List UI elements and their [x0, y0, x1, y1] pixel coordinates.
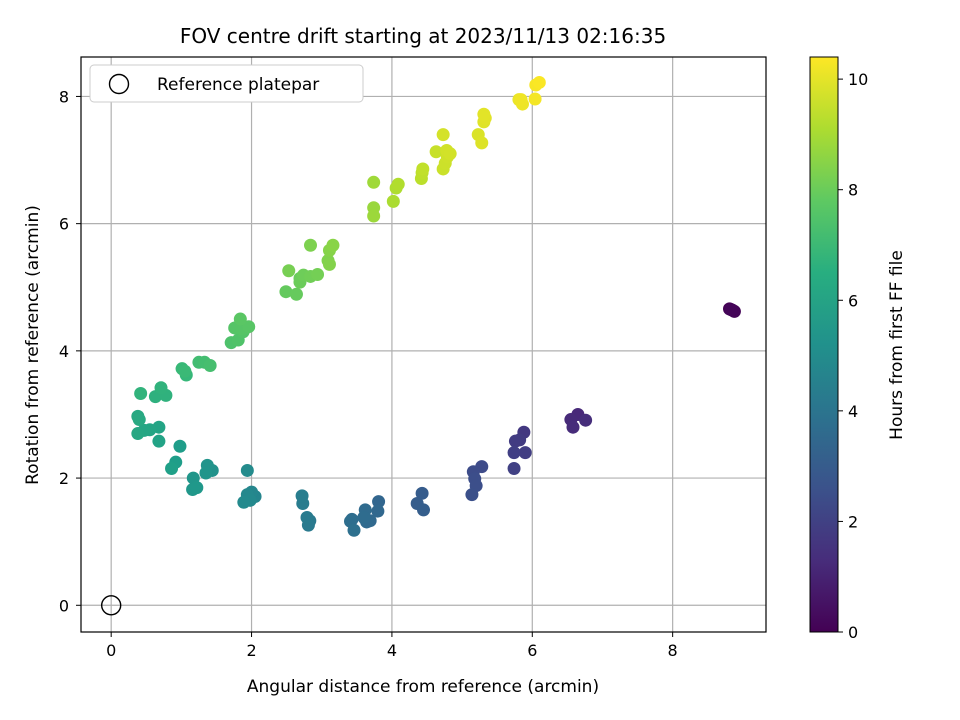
- data-point: [443, 147, 457, 161]
- y-tick-label: 0: [59, 596, 69, 615]
- colorbar: 0 2 4 6 8 10 Hours from first FF file: [809, 56, 907, 642]
- x-axis-ticks: 0 2 4 6 8: [106, 632, 678, 660]
- colorbar-tick-label: 8: [848, 181, 858, 200]
- y-tick-label: 8: [59, 87, 69, 106]
- x-tick-label: 0: [106, 641, 116, 660]
- data-point: [579, 413, 593, 427]
- y-axis-ticks: 0 2 4 6 8: [59, 87, 81, 615]
- data-point: [240, 463, 254, 477]
- chart-title: FOV centre drift starting at 2023/11/13 …: [180, 24, 666, 48]
- plot-background: [81, 57, 766, 632]
- data-point: [415, 486, 429, 500]
- x-tick-label: 8: [668, 641, 678, 660]
- data-point: [289, 287, 303, 301]
- data-point: [190, 481, 204, 495]
- legend-label-reference: Reference platepar: [157, 75, 319, 95]
- data-point: [131, 427, 145, 441]
- data-point: [367, 209, 381, 223]
- data-point: [165, 462, 179, 476]
- data-point: [152, 434, 166, 448]
- reference-marker: [100, 595, 122, 616]
- x-tick-label: 6: [527, 641, 537, 660]
- plot-area: 0 2 4 6 8 0 2 4 6 8: [59, 56, 767, 660]
- colorbar-tick-label: 2: [848, 512, 858, 531]
- data-point: [528, 92, 542, 106]
- data-point: [429, 145, 443, 159]
- plot-frame: [80, 56, 767, 633]
- data-point: [566, 420, 580, 434]
- data-point: [391, 177, 405, 191]
- data-point: [199, 466, 213, 480]
- colorbar-tick-label: 10: [848, 70, 868, 89]
- data-point: [304, 238, 318, 252]
- data-point: [532, 75, 546, 89]
- data-point: [507, 462, 521, 476]
- colorbar-ticks: 0 2 4 6 8 10: [838, 70, 868, 642]
- colorbar-gradient: [809, 56, 839, 633]
- y-tick-label: 4: [59, 342, 69, 361]
- x-tick-label: 4: [387, 641, 397, 660]
- data-point: [518, 446, 532, 460]
- data-point: [465, 488, 479, 502]
- data-point: [475, 136, 489, 150]
- data-point: [724, 303, 738, 317]
- legend-marker-reference: [108, 73, 130, 95]
- data-point: [173, 439, 187, 453]
- x-axis-label: Angular distance from reference (arcmin): [247, 677, 599, 697]
- data-point: [300, 511, 314, 525]
- data-point: [507, 446, 521, 460]
- data-point: [279, 285, 293, 299]
- y-tick-label: 2: [59, 469, 69, 488]
- data-point: [514, 93, 528, 107]
- y-axis-label: Rotation from reference (arcmin): [23, 205, 43, 485]
- data-point: [371, 504, 385, 518]
- data-point: [237, 495, 251, 509]
- data-point: [282, 264, 296, 278]
- data-point: [386, 194, 400, 208]
- data-point: [436, 128, 450, 142]
- data-point: [203, 358, 217, 372]
- data-point: [357, 511, 371, 525]
- legend: Reference platepar: [89, 64, 364, 103]
- data-point: [311, 268, 325, 282]
- data-point: [326, 238, 340, 252]
- data-point: [367, 175, 381, 189]
- y-tick-label: 6: [59, 215, 69, 234]
- data-point: [132, 413, 146, 427]
- data-point: [233, 312, 247, 326]
- data-point: [372, 495, 386, 509]
- data-point: [508, 434, 522, 448]
- x-tick-label: 2: [246, 641, 256, 660]
- colorbar-tick-label: 0: [848, 623, 858, 642]
- colorbar-label: Hours from first FF file: [887, 250, 907, 440]
- data-point: [134, 386, 148, 400]
- data-point: [295, 489, 309, 503]
- data-point: [477, 107, 491, 121]
- data-point: [416, 162, 430, 176]
- reference-point: [100, 595, 122, 616]
- data-point: [178, 364, 192, 378]
- data-point: [154, 381, 168, 395]
- data-point: [417, 503, 430, 517]
- data-point: [242, 320, 256, 334]
- scatter-points: [131, 75, 741, 537]
- data-point: [322, 257, 336, 271]
- colorbar-tick-label: 4: [848, 402, 858, 421]
- data-point: [347, 523, 361, 537]
- colorbar-tick-label: 6: [848, 291, 858, 310]
- legend-box: [89, 64, 364, 103]
